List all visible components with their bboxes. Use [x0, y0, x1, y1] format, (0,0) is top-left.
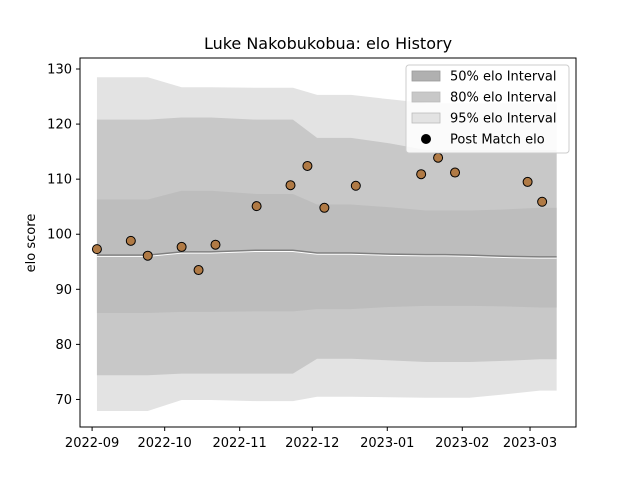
- data-point: [522, 176, 533, 187]
- plot-frame: [79, 57, 577, 428]
- band-50: [96, 190, 557, 313]
- x-tick-label: 2022-10: [138, 436, 192, 451]
- legend-label: 80% elo Interval: [450, 91, 557, 106]
- y-tick-label: 130: [47, 63, 72, 78]
- data-point: [176, 241, 187, 252]
- chart-title: Luke Nakobukobua: elo History: [204, 34, 452, 53]
- data-point: [142, 250, 153, 261]
- y-tick-label: 120: [47, 118, 72, 133]
- data-point: [319, 202, 330, 213]
- mean-line: [96, 249, 557, 258]
- data-point: [210, 239, 221, 250]
- data-point: [350, 180, 361, 191]
- y-tick-label: 70: [55, 393, 72, 408]
- data-point: [416, 169, 427, 180]
- mean-line-highlight: [96, 250, 557, 259]
- x-tick-label: 2023-01: [360, 436, 414, 451]
- data-point: [193, 265, 204, 276]
- data-point: [433, 152, 444, 163]
- x-tick-label: 2023-02: [435, 436, 489, 451]
- x-tick-label: 2022-09: [65, 436, 119, 451]
- y-tick-label: 90: [55, 283, 72, 298]
- y-tick-label: 100: [47, 228, 72, 243]
- x-tick-label: 2023-03: [503, 436, 557, 451]
- legend-label: 50% elo Interval: [450, 70, 557, 85]
- legend-box: [405, 64, 570, 154]
- legend-swatch: [411, 91, 441, 103]
- data-point: [125, 235, 136, 246]
- y-tick-label: 80: [55, 338, 72, 353]
- legend-label: Post Match elo: [450, 133, 545, 148]
- data-point: [450, 167, 461, 178]
- y-tick-label: 110: [47, 173, 72, 188]
- data-point: [537, 196, 548, 207]
- data-point: [285, 180, 296, 191]
- legend: 50% elo Interval 80% elo Interval 95% elo …: [405, 64, 570, 154]
- data-point: [251, 201, 262, 212]
- legend-swatch: [411, 112, 441, 124]
- legend-swatch: [411, 70, 441, 82]
- legend-marker: [421, 134, 431, 144]
- y-axis-label: elo score: [24, 214, 39, 273]
- data-point: [91, 244, 102, 255]
- legend-label: 95% elo Interval: [450, 112, 557, 127]
- x-tick-label: 2022-11: [213, 436, 267, 451]
- x-tick-label: 2022-12: [285, 436, 339, 451]
- data-point: [302, 160, 313, 171]
